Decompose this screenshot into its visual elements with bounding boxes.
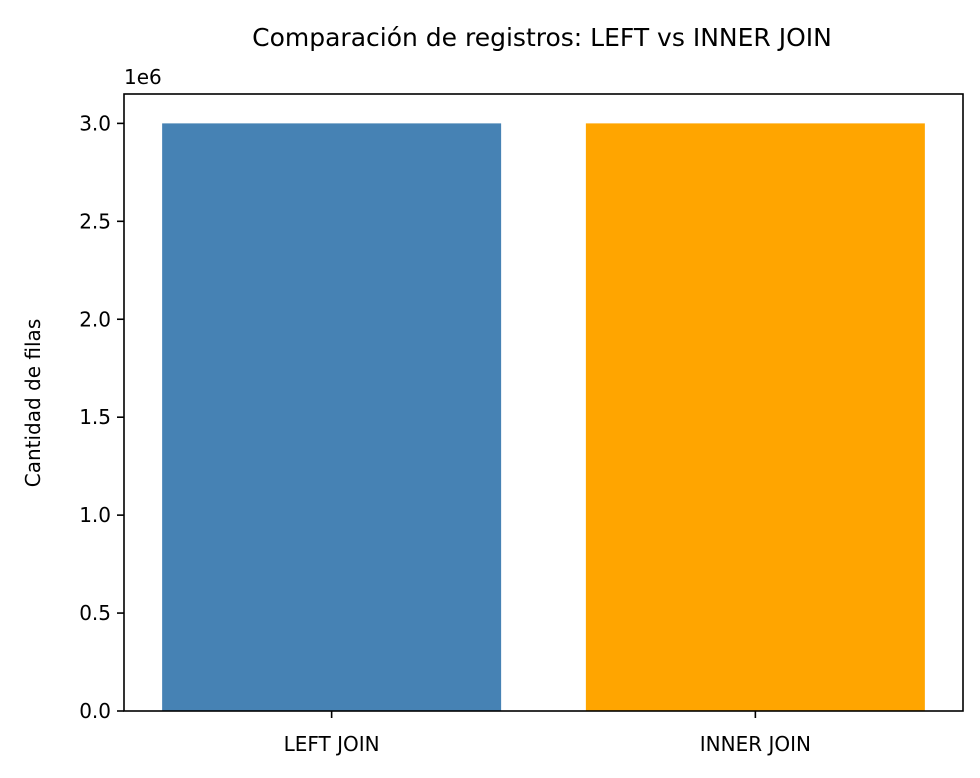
- x-tick-label: INNER JOIN: [700, 732, 811, 756]
- y-tick-label: 2.5: [79, 209, 111, 233]
- y-tick-label: 0.0: [79, 699, 111, 723]
- bar-left-join: [162, 123, 502, 711]
- y-tick-label: 1.5: [79, 405, 111, 429]
- bars-group: [162, 123, 925, 711]
- y-axis-offset-label: 1e6: [124, 65, 162, 89]
- y-tick-label: 2.0: [79, 307, 111, 331]
- bar-inner-join: [585, 123, 925, 711]
- y-tick-label: 0.5: [79, 601, 111, 625]
- x-tick-label: LEFT JOIN: [284, 732, 380, 756]
- plot-frame: [123, 93, 964, 712]
- y-axis-label: Cantidad de filas: [21, 319, 45, 488]
- x-axis: LEFT JOIN INNER JOIN: [284, 711, 811, 756]
- y-axis: 0.0 0.5 1.0 1.5 2.0 2.5 3.0: [79, 111, 124, 723]
- y-tick-label: 1.0: [79, 503, 111, 527]
- chart-title: Comparación de registros: LEFT vs INNER …: [252, 23, 832, 52]
- y-tick-label: 3.0: [79, 111, 111, 135]
